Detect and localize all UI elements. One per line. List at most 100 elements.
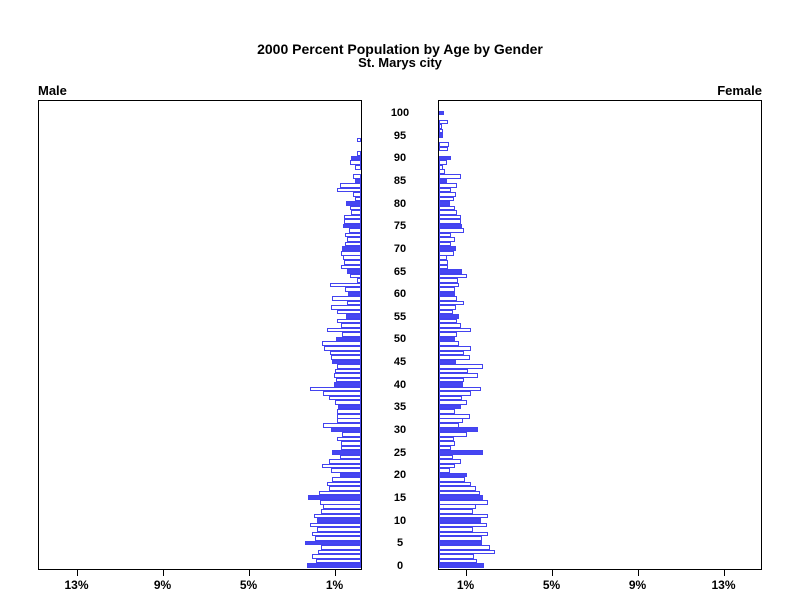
female-bar-age-5 (439, 540, 482, 546)
female-bar-age-15 (439, 495, 484, 500)
age-tick-label-15: 15 (393, 491, 407, 504)
female-bar-age-19 (439, 477, 465, 482)
male-bar-age-73 (344, 232, 361, 238)
female-bar-age-39 (439, 386, 481, 392)
male-bar-age-28 (337, 436, 361, 442)
female-bar-age-60 (439, 291, 456, 297)
age-tick-label-65: 65 (393, 265, 407, 278)
female-bar-age-25 (439, 450, 484, 455)
female-bar-age-1 (439, 558, 477, 564)
male-bar-age-90 (351, 155, 361, 161)
age-tick-label-85: 85 (393, 175, 407, 187)
female-bar-age-64 (439, 273, 467, 279)
male-bar-age-12 (321, 508, 361, 514)
female-bar-age-97 (439, 124, 443, 129)
female-bar-age-52 (439, 327, 472, 333)
male-bar-age-23 (328, 459, 361, 464)
male-bar-age-32 (337, 418, 361, 424)
male-bar-age-39 (310, 386, 361, 392)
male-bar-age-30 (330, 427, 361, 433)
female-bar-age-29 (439, 432, 467, 437)
female-bar-age-92 (439, 146, 448, 152)
age-tick-label-35: 35 (393, 401, 407, 414)
male-bar-age-8 (316, 527, 361, 532)
male-bar-age-9 (310, 522, 361, 528)
male-bar-age-47 (329, 350, 361, 356)
female-bar-age-54 (439, 318, 458, 324)
female-bar-age-7 (439, 531, 489, 537)
female-bar-age-43 (439, 368, 469, 374)
male-axis-tick-5-mark (248, 570, 250, 576)
male-bar-age-4 (321, 545, 361, 550)
male-bar-age-58 (347, 300, 361, 306)
male-bar-age-67 (343, 259, 361, 265)
female-bar-age-48 (439, 346, 472, 351)
female-bar-age-93 (439, 142, 449, 147)
male-bar-age-18 (326, 481, 361, 487)
female-axis-tick-5: 5% (542, 578, 561, 592)
female-bar-age-62 (439, 282, 460, 288)
male-bar-age-82 (353, 192, 361, 197)
female-axis-tick-1-mark (465, 570, 467, 576)
female-bar-age-44 (439, 364, 484, 369)
female-bar-age-46 (439, 355, 471, 360)
male-bar-age-55 (345, 314, 361, 319)
female-bar-age-96 (439, 128, 444, 134)
male-bar-age-29 (341, 432, 361, 437)
female-bar-age-74 (439, 228, 464, 233)
male-bar-age-81 (354, 196, 361, 202)
male-bar-age-77 (343, 214, 361, 220)
male-bar-age-17 (328, 486, 361, 491)
female-bar-age-47 (439, 350, 464, 356)
female-bar-age-37 (439, 395, 462, 401)
male-bar-age-5 (305, 540, 361, 546)
age-tick-label-40: 40 (393, 378, 407, 391)
male-bar-age-37 (328, 395, 361, 401)
female-bar-age-17 (439, 486, 476, 491)
male-bar-age-19 (331, 477, 361, 482)
male-bar-age-21 (330, 468, 361, 473)
female-bar-age-24 (439, 454, 453, 460)
male-bar-age-65 (347, 269, 361, 274)
male-bar-age-52 (326, 327, 361, 333)
male-bar-age-94 (356, 137, 361, 143)
male-bar-age-49 (322, 341, 361, 347)
male-bar-age-75 (342, 223, 361, 229)
age-tick-label-25: 25 (393, 446, 407, 459)
male-axis-tick-5: 5% (239, 578, 258, 592)
female-axis-tick-13-mark (723, 570, 725, 576)
female-bar-age-56 (439, 309, 453, 315)
male-bar-age-1 (315, 558, 361, 564)
female-bar-age-71 (439, 241, 451, 247)
female-bar-age-4 (439, 545, 490, 550)
female-bar-age-42 (439, 373, 478, 378)
male-bar-age-70 (341, 246, 361, 251)
female-bar-age-72 (439, 237, 456, 242)
female-bar-age-11 (439, 513, 489, 519)
male-bar-age-22 (322, 463, 361, 469)
age-tick-label-10: 10 (393, 514, 407, 527)
age-tick-label-100: 100 (390, 107, 410, 120)
female-bar-age-9 (439, 522, 488, 528)
male-bar-age-43 (335, 368, 361, 374)
male-bar-age-3 (318, 549, 361, 555)
female-bar-age-66 (439, 264, 448, 270)
female-bar-age-21 (439, 468, 450, 473)
female-panel (438, 100, 762, 570)
female-bar-age-40 (439, 382, 463, 387)
male-bar-age-38 (323, 391, 361, 396)
male-axis-tick-9-mark (162, 570, 164, 576)
female-bar-age-31 (439, 422, 460, 428)
age-tick-label-45: 45 (393, 356, 407, 369)
female-bar-age-50 (439, 336, 456, 342)
male-bar-age-76 (343, 219, 361, 224)
female-bar-age-26 (439, 445, 451, 451)
female-bar-age-41 (439, 377, 464, 383)
female-bar-age-87 (439, 169, 446, 175)
male-bar-age-86 (353, 173, 361, 179)
male-bar-age-20 (339, 472, 361, 478)
female-bar-age-34 (439, 409, 456, 414)
age-tick-label-20: 20 (393, 469, 407, 482)
male-bar-age-13 (323, 504, 361, 510)
female-bar-age-27 (439, 441, 456, 446)
